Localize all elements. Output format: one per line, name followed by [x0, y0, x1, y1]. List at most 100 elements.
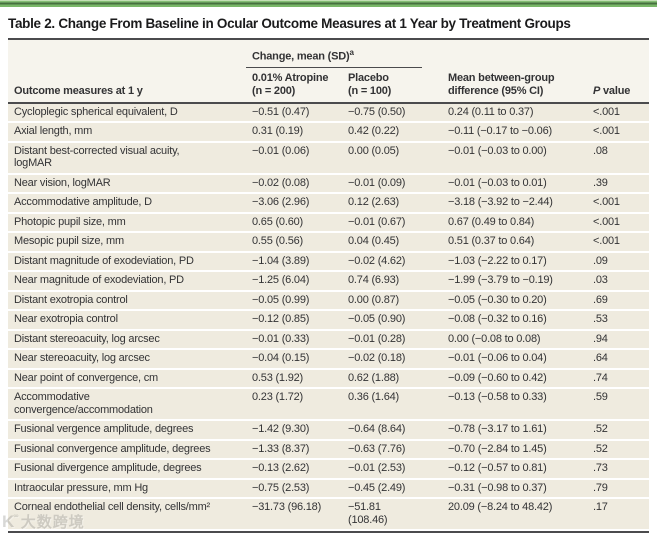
column-header-difference: Mean between-group difference (95% CI) — [448, 71, 555, 97]
placebo-cell: −0.01 (0.67) — [348, 215, 406, 228]
difference-cell: −0.78 (−3.17 to 1.61) — [448, 423, 547, 436]
column-header-atropine: 0.01% Atropine (n = 200) — [252, 71, 329, 97]
table-row: Distant exotropia control −0.05 (0.99) 0… — [8, 291, 649, 310]
pvalue-cell: .17 — [593, 501, 608, 514]
atropine-cell: −0.12 (0.85) — [252, 313, 310, 326]
rule-bottom — [8, 531, 649, 534]
atropine-cell: −0.01 (0.33) — [252, 332, 310, 345]
placebo-cell: −0.01 (0.09) — [348, 176, 406, 189]
placebo-cell: −0.75 (0.50) — [348, 105, 406, 118]
pvalue-cell: <.001 — [593, 196, 620, 209]
pvalue-cell: .52 — [593, 423, 608, 436]
outcome-cell: Cycloplegic spherical equivalent, D — [14, 105, 178, 118]
table-row: Near exotropia control −0.12 (0.85) −0.0… — [8, 311, 649, 329]
atropine-cell: −0.01 (0.06) — [252, 144, 310, 157]
table-row: Near stereoacuity, log arcsec −0.04 (0.1… — [8, 350, 649, 368]
placebo-cell: 0.00 (0.87) — [348, 293, 400, 306]
placebo-cell: 0.12 (2.63) — [348, 196, 400, 209]
table-title-band: Table 2. Change From Baseline in Ocular … — [0, 7, 657, 38]
atropine-cell: 0.55 (0.56) — [252, 235, 304, 248]
placebo-cell: −0.05 (0.90) — [348, 313, 406, 326]
placebo-cell: −0.01 (2.53) — [348, 462, 406, 475]
placebo-cell: 0.36 (1.64) — [348, 391, 400, 404]
pvalue-cell: .09 — [593, 254, 608, 267]
pvalue-cell: .94 — [593, 332, 608, 345]
group-header-row: Change, mean (SD)a — [8, 45, 649, 68]
table-row: Distant best-corrected visual acuity, lo… — [8, 142, 649, 173]
placebo-cell: 0.62 (1.88) — [348, 371, 400, 384]
pvalue-cell: <.001 — [593, 125, 620, 138]
pvalue-cell: .69 — [593, 293, 608, 306]
atropine-cell: −1.25 (6.04) — [252, 274, 310, 287]
pvalue-header-italic-p: P — [593, 84, 601, 97]
difference-cell: −1.99 (−3.79 to −0.19) — [448, 274, 553, 287]
pvalue-cell: .03 — [593, 274, 608, 287]
placebo-cell: −0.45 (2.49) — [348, 481, 406, 494]
difference-cell: 0.00 (−0.08 to 0.08) — [448, 332, 541, 345]
placebo-cell: −0.01 (0.28) — [348, 332, 406, 345]
difference-cell: 0.24 (0.11 to 0.37) — [448, 105, 534, 118]
atropine-cell: −1.04 (3.89) — [252, 254, 310, 267]
pvalue-header-rest: value — [600, 84, 631, 97]
difference-cell: −0.11 (−0.17 to −0.06) — [448, 125, 552, 138]
difference-cell: −0.01 (−0.03 to 0.00) — [448, 144, 547, 157]
rule-under-header — [8, 101, 649, 104]
pvalue-cell: .64 — [593, 352, 608, 365]
outcome-cell: Axial length, mm — [14, 125, 93, 138]
outcome-cell: Accommodative amplitude, D — [14, 196, 152, 209]
atropine-cell: −0.02 (0.08) — [252, 176, 310, 189]
pvalue-cell: .73 — [593, 462, 608, 475]
column-header-placebo: Placebo (n = 100) — [348, 71, 392, 97]
table-body: Cycloplegic spherical equivalent, D −0.5… — [8, 103, 649, 530]
table-title: Table 2. Change From Baseline in Ocular … — [8, 16, 571, 31]
outcome-cell: Near magnitude of exodeviation, PD — [14, 274, 184, 287]
outcomes-table: Change, mean (SD)a Outcome measures at 1… — [8, 38, 649, 534]
outcome-cell: Near point of convergence, cm — [14, 371, 158, 384]
pvalue-cell: .52 — [593, 442, 608, 455]
column-header-row: Outcome measures at 1 y 0.01% Atropine (… — [8, 68, 649, 102]
table-row: Mesopic pupil size, mm 0.55 (0.56) 0.04 … — [8, 233, 649, 251]
difference-cell: −3.18 (−3.92 to −2.44) — [448, 196, 553, 209]
group-header-spacer — [8, 45, 246, 68]
placebo-cell: 0.74 (6.93) — [348, 274, 400, 287]
accent-top-bar — [0, 0, 657, 7]
pvalue-cell: .79 — [593, 481, 608, 494]
table-row: Axial length, mm 0.31 (0.19) 0.42 (0.22)… — [8, 123, 649, 141]
placebo-cell: −0.02 (0.18) — [348, 352, 406, 365]
difference-cell: −0.31 (−0.98 to 0.37) — [448, 481, 547, 494]
atropine-cell: −0.13 (2.62) — [252, 462, 310, 475]
atropine-cell: 0.53 (1.92) — [252, 371, 304, 384]
outcome-cell: Near exotropia control — [14, 313, 118, 326]
table-row: Photopic pupil size, mm 0.65 (0.60) −0.0… — [8, 213, 649, 232]
placebo-cell: −0.02 (4.62) — [348, 254, 406, 267]
table-row: Accommodative convergence/accommodation … — [8, 389, 649, 420]
table-row: Near vision, logMAR −0.02 (0.08) −0.01 (… — [8, 174, 649, 193]
footnote-marker-a: a — [349, 48, 354, 57]
atropine-cell: −0.75 (2.53) — [252, 481, 310, 494]
outcome-cell: Distant best-corrected visual acuity, lo… — [14, 144, 180, 170]
table-row: Distant magnitude of exodeviation, PD −1… — [8, 252, 649, 271]
difference-cell: 0.51 (0.37 to 0.64) — [448, 235, 535, 248]
outcome-cell: Accommodative convergence/accommodation — [14, 391, 153, 416]
table-row: Near magnitude of exodeviation, PD −1.25… — [8, 272, 649, 290]
difference-cell: −0.08 (−0.32 to 0.16) — [448, 313, 547, 326]
placebo-cell: 0.42 (0.22) — [348, 125, 400, 138]
pvalue-cell: .74 — [593, 371, 608, 384]
outcome-cell: Photopic pupil size, mm — [14, 215, 126, 228]
group-header-change-mean-sd: Change, mean (SD)a — [246, 45, 422, 68]
placebo-cell: 0.04 (0.45) — [348, 235, 400, 248]
difference-cell: 0.67 (0.49 to 0.84) — [448, 215, 535, 228]
outcome-cell: Corneal endothelial cell density, cells/… — [14, 501, 211, 514]
outcome-cell: Distant exotropia control — [14, 293, 128, 306]
table-row: Fusional vergence amplitude, degrees −1.… — [8, 421, 649, 439]
outcome-cell: Near stereoacuity, log arcsec — [14, 352, 150, 365]
pvalue-cell: .53 — [593, 313, 608, 326]
difference-cell: −0.01 (−0.06 to 0.04) — [448, 352, 547, 365]
outcome-cell: Fusional divergence amplitude, degrees — [14, 462, 202, 475]
table-row: Intraocular pressure, mm Hg −0.75 (2.53)… — [8, 479, 649, 498]
table-header: Change, mean (SD)a Outcome measures at 1… — [8, 40, 649, 102]
atropine-cell: −31.73 (96.18) — [252, 501, 322, 514]
pvalue-cell: .59 — [593, 391, 608, 404]
difference-cell: −1.03 (−2.22 to 0.17) — [448, 254, 547, 267]
placebo-cell: −0.64 (8.64) — [348, 423, 406, 436]
